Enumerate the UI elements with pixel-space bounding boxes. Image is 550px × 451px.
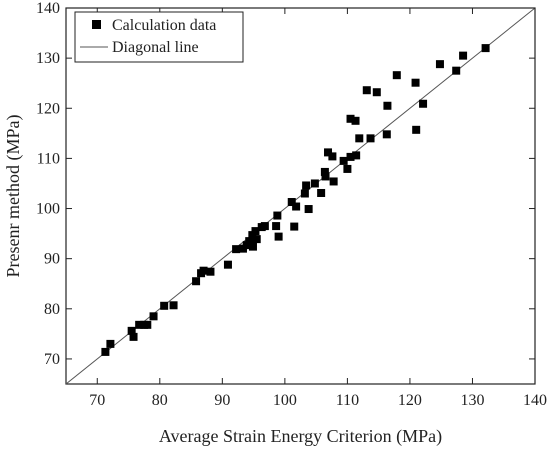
x-tick-label: 100 bbox=[273, 392, 297, 409]
legend-label-calculation-data: Calculation data bbox=[112, 17, 216, 34]
data-point bbox=[329, 177, 338, 186]
data-point bbox=[232, 245, 241, 254]
x-tick-label: 90 bbox=[214, 392, 230, 409]
legend-box bbox=[74, 11, 244, 63]
legend-label-diagonal-line: Diagonal line bbox=[112, 39, 199, 56]
data-point bbox=[245, 237, 254, 246]
y-axis-label: Presenr method (MPa) bbox=[3, 115, 24, 278]
data-point bbox=[481, 44, 490, 53]
data-point bbox=[143, 320, 152, 329]
data-point bbox=[206, 267, 215, 276]
legend-marker-square bbox=[92, 20, 101, 29]
data-point bbox=[251, 227, 260, 236]
data-point bbox=[290, 222, 299, 231]
y-tick-label: 70 bbox=[44, 351, 60, 368]
data-point bbox=[419, 99, 428, 108]
y-tick-label: 130 bbox=[36, 50, 60, 67]
data-point bbox=[382, 130, 391, 139]
data-point bbox=[459, 51, 468, 60]
y-tick-label: 120 bbox=[36, 100, 60, 117]
x-axis-label: Average Strain Energy Criterion (MPa) bbox=[159, 426, 442, 447]
data-point bbox=[127, 326, 136, 335]
x-tick-label: 80 bbox=[152, 392, 168, 409]
data-point bbox=[383, 101, 392, 110]
y-tick-label: 90 bbox=[44, 251, 60, 268]
data-point bbox=[362, 86, 371, 95]
data-point bbox=[321, 172, 330, 181]
data-point bbox=[392, 71, 401, 80]
data-point bbox=[304, 205, 313, 214]
calculation-data-points bbox=[101, 44, 490, 356]
y-tick-label: 140 bbox=[36, 0, 60, 17]
data-point bbox=[412, 125, 421, 134]
data-point bbox=[355, 134, 364, 143]
data-point bbox=[199, 266, 208, 275]
data-point bbox=[287, 198, 296, 207]
data-point bbox=[106, 339, 115, 348]
y-tick-label: 100 bbox=[36, 201, 60, 218]
data-point bbox=[135, 320, 144, 329]
data-point bbox=[292, 202, 301, 211]
data-point bbox=[129, 332, 138, 341]
x-tick-label: 120 bbox=[398, 392, 422, 409]
data-point bbox=[411, 78, 420, 87]
data-point bbox=[169, 301, 178, 310]
data-point bbox=[352, 151, 361, 160]
data-point bbox=[242, 241, 251, 250]
data-point bbox=[273, 211, 282, 220]
data-point bbox=[274, 232, 283, 241]
data-point bbox=[192, 277, 201, 286]
data-point bbox=[101, 347, 110, 356]
data-point bbox=[300, 189, 309, 198]
x-tick-label: 140 bbox=[523, 392, 547, 409]
data-point bbox=[248, 242, 257, 251]
data-point bbox=[343, 164, 352, 173]
data-point bbox=[339, 156, 348, 165]
data-point bbox=[351, 116, 360, 125]
data-point bbox=[248, 231, 257, 240]
plot-frame bbox=[65, 7, 536, 385]
data-point bbox=[372, 88, 381, 97]
data-point bbox=[328, 152, 337, 161]
data-point bbox=[260, 222, 269, 231]
data-point bbox=[324, 148, 333, 157]
data-point bbox=[252, 235, 261, 244]
x-tick-label: 110 bbox=[336, 392, 359, 409]
x-axis: 70 80 90 100 110 120 130 140 bbox=[89, 8, 547, 409]
data-point bbox=[317, 188, 326, 197]
data-point bbox=[160, 301, 169, 310]
data-point bbox=[272, 222, 281, 231]
data-point bbox=[223, 260, 232, 269]
data-point bbox=[452, 66, 461, 75]
data-point bbox=[346, 114, 355, 123]
data-point bbox=[366, 134, 375, 143]
data-point bbox=[310, 179, 319, 188]
x-tick-label: 70 bbox=[89, 392, 105, 409]
data-point bbox=[302, 181, 311, 190]
legend: Calculation data Diagonal line bbox=[74, 11, 244, 63]
data-point bbox=[149, 312, 158, 321]
data-point bbox=[346, 152, 355, 161]
y-tick-label: 110 bbox=[37, 150, 60, 167]
y-axis: 70 80 90 100 110 120 130 140 bbox=[36, 0, 535, 368]
x-tick-label: 130 bbox=[460, 392, 484, 409]
data-point bbox=[320, 167, 329, 176]
data-point bbox=[435, 60, 444, 69]
y-tick-label: 80 bbox=[44, 301, 60, 318]
